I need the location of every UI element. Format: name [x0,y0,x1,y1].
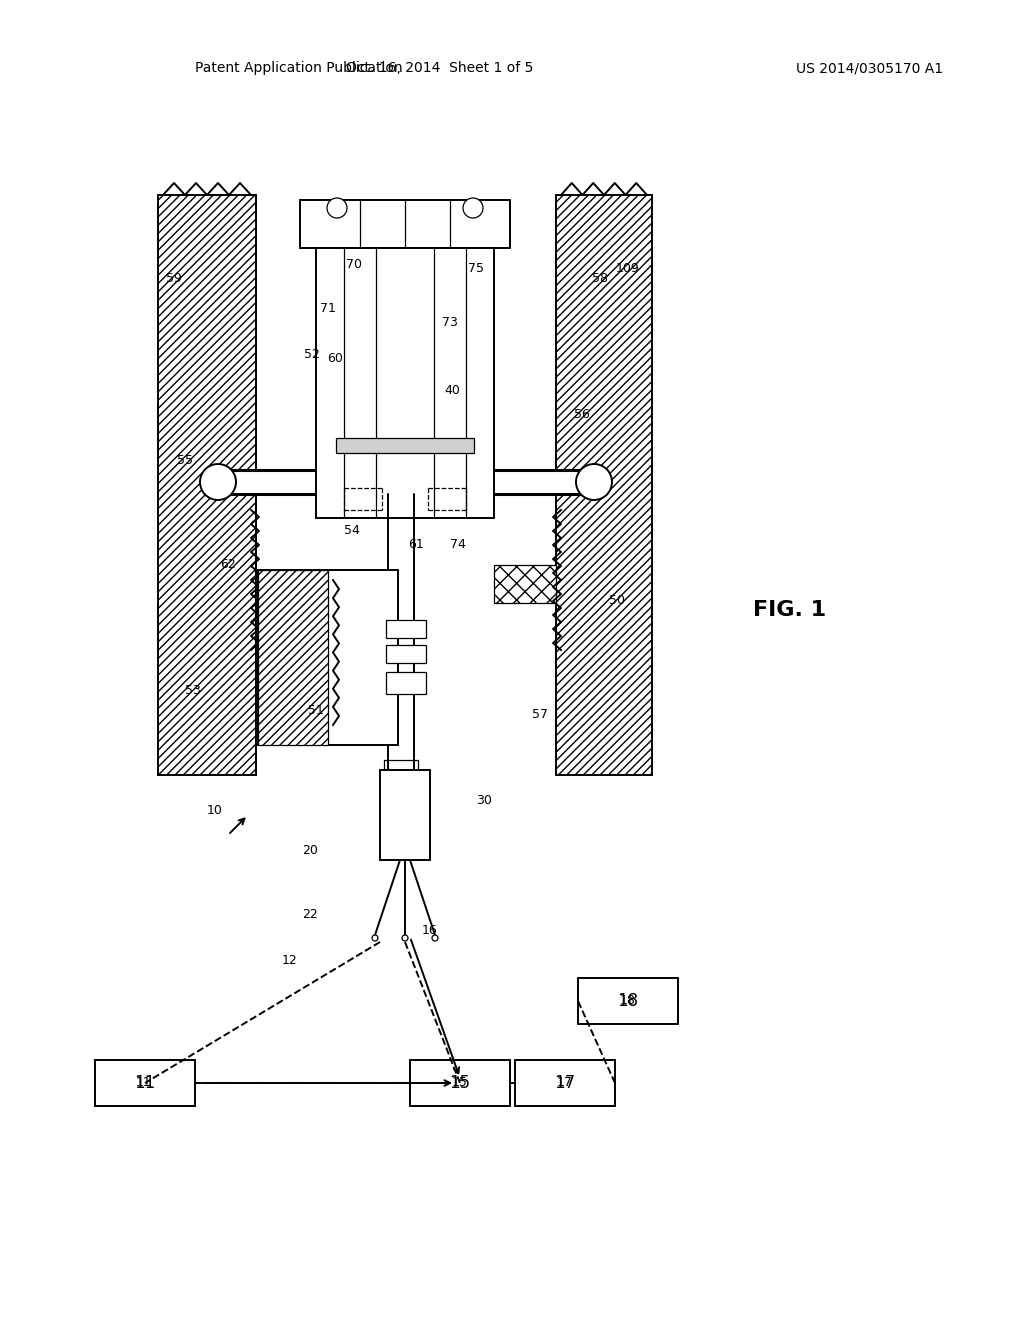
Bar [158,195,256,775]
Text: 54: 54 [344,524,360,536]
Text: 50: 50 [609,594,625,606]
Bar [336,438,474,453]
Text: 18: 18 [617,993,639,1010]
Bar [515,1060,615,1106]
Text: 11: 11 [134,1074,156,1092]
Text: US 2014/0305170 A1: US 2014/0305170 A1 [797,61,943,75]
Text: 56: 56 [574,408,590,421]
Text: 60: 60 [327,351,343,364]
Circle shape [575,465,612,500]
Bar [205,474,217,490]
Circle shape [372,935,378,941]
Text: 52: 52 [304,348,319,362]
Text: 75: 75 [468,261,484,275]
Text: 57: 57 [532,709,548,722]
Bar [258,570,398,744]
Text: Patent Application Publication: Patent Application Publication [195,61,402,75]
Text: 109: 109 [616,261,640,275]
Text: 51: 51 [308,704,324,717]
Bar [494,565,556,603]
Bar [380,770,430,861]
Bar [386,620,426,638]
Bar [258,570,328,744]
Text: 20: 20 [302,843,317,857]
Text: 15: 15 [450,1074,471,1092]
Text: 17: 17 [557,1077,573,1089]
Text: 17: 17 [554,1074,575,1092]
Text: 73: 73 [442,315,458,329]
Text: 55: 55 [177,454,193,466]
Text: FIG. 1: FIG. 1 [754,601,826,620]
Bar [578,978,678,1024]
Bar [386,645,426,663]
Bar [593,474,605,490]
Text: 12: 12 [283,953,298,966]
Text: 53: 53 [185,684,201,697]
Text: 40: 40 [444,384,460,396]
Text: 18: 18 [621,994,636,1007]
Text: 62: 62 [220,558,236,572]
Bar [316,248,494,517]
Text: 22: 22 [302,908,317,921]
Text: 30: 30 [476,793,492,807]
Bar [205,470,605,494]
Text: 70: 70 [346,259,362,272]
Text: 16: 16 [422,924,438,936]
Bar [410,1060,510,1106]
Text: 71: 71 [321,301,336,314]
Text: 58: 58 [592,272,608,285]
Circle shape [432,935,438,941]
Bar [95,1060,195,1106]
Text: Oct. 16, 2014  Sheet 1 of 5: Oct. 16, 2014 Sheet 1 of 5 [346,61,534,75]
Circle shape [402,935,408,941]
Text: 61: 61 [409,539,424,552]
Bar [386,672,426,694]
Text: 59: 59 [166,272,182,285]
Text: 74: 74 [451,539,466,552]
Text: 11: 11 [136,1077,152,1089]
Circle shape [200,465,236,500]
Bar [556,195,652,775]
Text: 15: 15 [452,1077,468,1089]
Circle shape [327,198,347,218]
Text: 10: 10 [207,804,223,817]
Circle shape [463,198,483,218]
Bar [300,201,510,248]
